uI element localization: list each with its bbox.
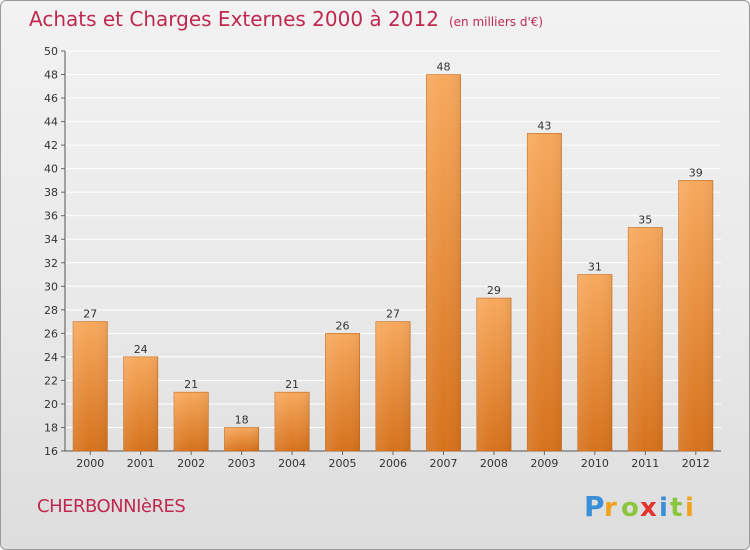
unit-label: (en milliers d'€) [448, 15, 544, 29]
x-tick-label-2001: 2001 [127, 457, 155, 470]
data-label-2005: 26 [336, 319, 350, 332]
y-tick-label: 32 [44, 257, 58, 270]
data-label-2000: 27 [83, 308, 97, 321]
data-label-2008: 29 [487, 284, 501, 297]
x-tick-label-2010: 2010 [581, 457, 609, 470]
svg-text:x: x [640, 493, 657, 523]
x-tick-label-2002: 2002 [177, 457, 205, 470]
x-tick-label-2003: 2003 [228, 457, 256, 470]
x-tick-label-2004: 2004 [278, 457, 306, 470]
bar-shade-2006 [375, 321, 411, 451]
x-tick-label-2000: 2000 [76, 457, 104, 470]
x-tick-label-2007: 2007 [429, 457, 457, 470]
bars: 27 24 21 18 21 26 27 48 29 43 31 35 39 [72, 61, 714, 452]
data-label-2010: 31 [588, 261, 602, 274]
data-label-2009: 43 [537, 119, 551, 132]
svg-text:i: i [685, 493, 694, 523]
data-label-2003: 18 [235, 413, 249, 426]
svg-text:o: o [621, 493, 639, 523]
bar-shade-2012 [678, 180, 713, 452]
y-tick-label: 22 [44, 374, 58, 387]
y-tick-label: 28 [44, 304, 58, 317]
x-tick-label-2012: 2012 [682, 457, 710, 470]
y-tick-label: 30 [44, 280, 58, 293]
data-label-2012: 39 [689, 166, 703, 179]
svg-text:t: t [670, 493, 682, 523]
bar-shade-2002 [173, 392, 209, 451]
bar-shade-2011 [628, 227, 663, 451]
x-tick-label-2006: 2006 [379, 457, 407, 470]
y-tick-label: 36 [44, 210, 58, 223]
y-tick-label: 34 [44, 233, 58, 246]
y-tick-label: 46 [44, 92, 58, 105]
x-tick-label-2008: 2008 [480, 457, 508, 470]
data-label-2004: 21 [285, 378, 299, 391]
y-tick-label: 24 [44, 351, 58, 364]
bar-shade-2007 [426, 74, 461, 451]
y-tick-label: 26 [44, 327, 58, 340]
bar-shade-2004 [274, 392, 310, 451]
x-tick-label-2011: 2011 [631, 457, 659, 470]
y-tick-label: 42 [44, 139, 58, 152]
title-text: Achats et Charges Externes 2000 à 2012 [29, 7, 439, 31]
y-tick-label: 16 [44, 445, 58, 458]
bar-shade-2009 [527, 133, 562, 451]
y-tick-label: 48 [44, 69, 58, 82]
y-tick-label: 40 [44, 163, 58, 176]
bar-shade-2010 [577, 274, 613, 451]
svg-text:i: i [659, 493, 668, 523]
data-label-2011: 35 [638, 213, 652, 226]
bar-shade-2008 [476, 298, 512, 451]
bar-shade-2005 [325, 333, 360, 451]
y-tick-label: 18 [44, 421, 58, 434]
proxiti-logo: P r o x i t i [584, 490, 694, 523]
y-tick-label: 38 [44, 186, 58, 199]
bar-shade-2001 [123, 356, 158, 451]
svg-text:r: r [604, 493, 617, 523]
data-label-2007: 48 [436, 61, 450, 74]
x-tick-label-2009: 2009 [530, 457, 558, 470]
x-tick-label-2005: 2005 [329, 457, 357, 470]
y-tick-label: 50 [44, 45, 58, 58]
data-label-2001: 24 [134, 343, 148, 356]
town-name: CHERBONNIèRES [37, 496, 186, 517]
y-tick-label: 20 [44, 398, 58, 411]
bar-shade-2000 [73, 321, 108, 451]
chart-title: Achats et Charges Externes 2000 à 2012 (e… [29, 7, 543, 31]
svg-text:P: P [584, 490, 605, 523]
data-label-2006: 27 [386, 308, 400, 321]
y-tick-label: 44 [44, 116, 58, 129]
data-label-2002: 21 [184, 378, 198, 391]
bar-shade-2003 [224, 427, 259, 451]
